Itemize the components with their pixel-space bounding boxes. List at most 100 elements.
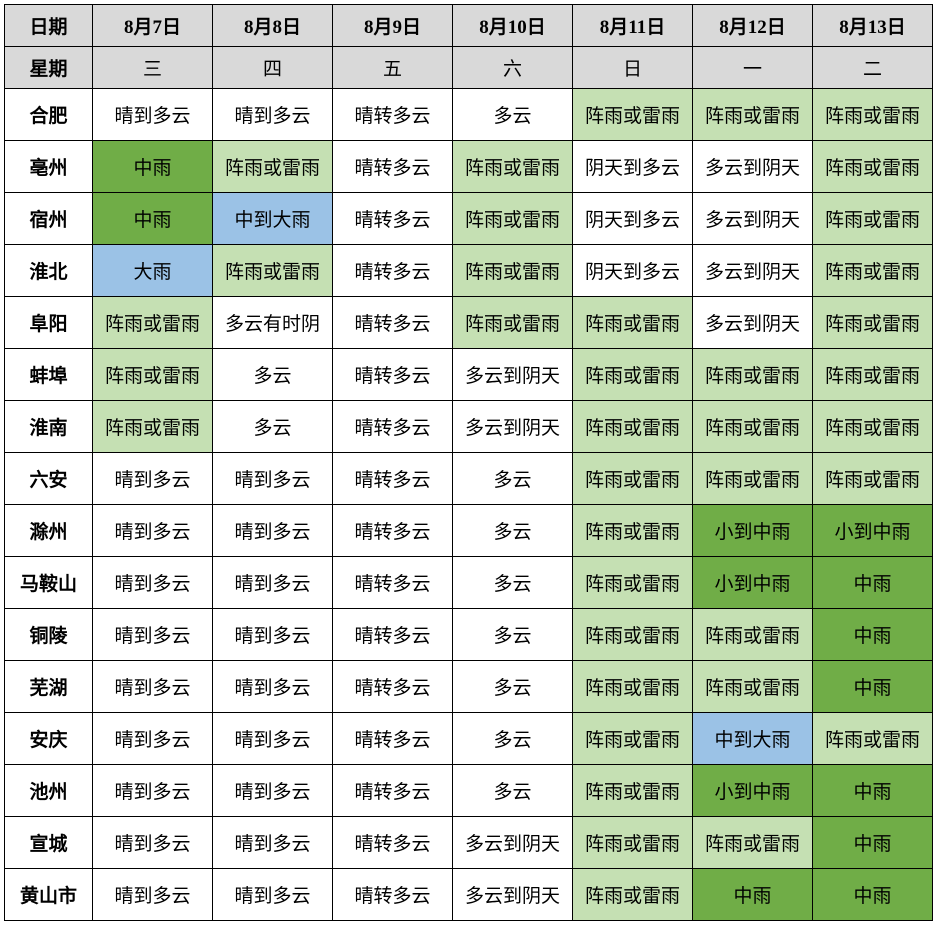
weather-cell: 晴到多云 xyxy=(93,453,213,505)
weather-cell: 中到大雨 xyxy=(213,193,333,245)
weather-cell: 阵雨或雷雨 xyxy=(693,609,813,661)
table-row: 淮南阵雨或雷雨多云晴转多云多云到阴天阵雨或雷雨阵雨或雷雨阵雨或雷雨 xyxy=(5,401,933,453)
weather-cell: 晴转多云 xyxy=(333,349,453,401)
date-col-2: 8月9日 xyxy=(333,5,453,47)
weather-cell: 阵雨或雷雨 xyxy=(453,193,573,245)
city-label: 芜湖 xyxy=(5,661,93,713)
weather-cell: 中雨 xyxy=(93,141,213,193)
weather-cell: 晴转多云 xyxy=(333,193,453,245)
table-row: 安庆晴到多云晴到多云晴转多云多云阵雨或雷雨中到大雨阵雨或雷雨 xyxy=(5,713,933,765)
weather-cell: 晴到多云 xyxy=(213,661,333,713)
weather-cell: 阵雨或雷雨 xyxy=(213,245,333,297)
weather-cell: 晴转多云 xyxy=(333,297,453,349)
weather-cell: 晴到多云 xyxy=(93,557,213,609)
weather-cell: 晴到多云 xyxy=(213,609,333,661)
weather-cell: 阵雨或雷雨 xyxy=(453,297,573,349)
date-col-1: 8月8日 xyxy=(213,5,333,47)
weather-cell: 多云到阴天 xyxy=(693,245,813,297)
weather-cell: 阵雨或雷雨 xyxy=(813,401,933,453)
city-label: 亳州 xyxy=(5,141,93,193)
weather-cell: 阵雨或雷雨 xyxy=(813,141,933,193)
weather-cell: 阴天到多云 xyxy=(573,141,693,193)
weather-cell: 阵雨或雷雨 xyxy=(813,89,933,141)
date-label: 日期 xyxy=(5,5,93,47)
weather-cell: 中雨 xyxy=(813,765,933,817)
city-label: 滁州 xyxy=(5,505,93,557)
date-col-6: 8月13日 xyxy=(813,5,933,47)
weekday-col-4: 日 xyxy=(573,47,693,89)
weather-cell: 多云 xyxy=(453,661,573,713)
weather-cell: 阵雨或雷雨 xyxy=(693,349,813,401)
weather-cell: 多云 xyxy=(453,505,573,557)
table-row: 黄山市晴到多云晴到多云晴转多云多云到阴天阵雨或雷雨中雨中雨 xyxy=(5,869,933,921)
weekday-col-5: 一 xyxy=(693,47,813,89)
weather-cell: 晴到多云 xyxy=(213,817,333,869)
city-label: 宿州 xyxy=(5,193,93,245)
weekday-col-6: 二 xyxy=(813,47,933,89)
weather-cell: 阵雨或雷雨 xyxy=(573,869,693,921)
weather-cell: 多云 xyxy=(453,713,573,765)
weekday-col-0: 三 xyxy=(93,47,213,89)
city-label: 安庆 xyxy=(5,713,93,765)
weather-cell: 阵雨或雷雨 xyxy=(693,453,813,505)
table-row: 阜阳阵雨或雷雨多云有时阴晴转多云阵雨或雷雨阵雨或雷雨多云到阴天阵雨或雷雨 xyxy=(5,297,933,349)
weather-cell: 阵雨或雷雨 xyxy=(573,297,693,349)
city-label: 马鞍山 xyxy=(5,557,93,609)
date-col-3: 8月10日 xyxy=(453,5,573,47)
weather-cell: 晴转多云 xyxy=(333,245,453,297)
weather-cell: 中雨 xyxy=(813,869,933,921)
weather-cell: 多云 xyxy=(213,401,333,453)
weather-cell: 晴到多云 xyxy=(93,765,213,817)
weather-cell: 阵雨或雷雨 xyxy=(813,193,933,245)
weather-cell: 小到中雨 xyxy=(813,505,933,557)
table-row: 宣城晴到多云晴到多云晴转多云多云到阴天阵雨或雷雨阵雨或雷雨中雨 xyxy=(5,817,933,869)
date-header-row: 日期 8月7日 8月8日 8月9日 8月10日 8月11日 8月12日 8月13… xyxy=(5,5,933,47)
weather-cell: 阵雨或雷雨 xyxy=(573,401,693,453)
weather-cell: 晴转多云 xyxy=(333,869,453,921)
weather-cell: 阵雨或雷雨 xyxy=(813,453,933,505)
weather-cell: 阵雨或雷雨 xyxy=(573,765,693,817)
weather-cell: 多云到阴天 xyxy=(693,193,813,245)
weather-cell: 小到中雨 xyxy=(693,765,813,817)
weather-cell: 阵雨或雷雨 xyxy=(813,713,933,765)
table-row: 宿州中雨中到大雨晴转多云阵雨或雷雨阴天到多云多云到阴天阵雨或雷雨 xyxy=(5,193,933,245)
weather-cell: 晴到多云 xyxy=(93,505,213,557)
weather-cell: 阵雨或雷雨 xyxy=(573,609,693,661)
weekday-label: 星期 xyxy=(5,47,93,89)
weather-cell: 阵雨或雷雨 xyxy=(693,401,813,453)
date-col-4: 8月11日 xyxy=(573,5,693,47)
weather-cell: 晴到多云 xyxy=(213,765,333,817)
weekday-header-row: 星期 三 四 五 六 日 一 二 xyxy=(5,47,933,89)
weekday-col-1: 四 xyxy=(213,47,333,89)
date-col-0: 8月7日 xyxy=(93,5,213,47)
weather-cell: 晴转多云 xyxy=(333,89,453,141)
table-row: 池州晴到多云晴到多云晴转多云多云阵雨或雷雨小到中雨中雨 xyxy=(5,765,933,817)
weather-cell: 阵雨或雷雨 xyxy=(813,297,933,349)
weather-cell: 多云 xyxy=(453,765,573,817)
weather-cell: 晴到多云 xyxy=(93,869,213,921)
city-label: 蚌埠 xyxy=(5,349,93,401)
weather-cell: 多云 xyxy=(213,349,333,401)
weather-cell: 多云 xyxy=(453,89,573,141)
table-row: 马鞍山晴到多云晴到多云晴转多云多云阵雨或雷雨小到中雨中雨 xyxy=(5,557,933,609)
weather-cell: 多云 xyxy=(453,609,573,661)
weather-cell: 小到中雨 xyxy=(693,505,813,557)
city-label: 黄山市 xyxy=(5,869,93,921)
weather-cell: 中雨 xyxy=(93,193,213,245)
weather-cell: 阴天到多云 xyxy=(573,193,693,245)
weather-cell: 晴转多云 xyxy=(333,401,453,453)
weather-cell: 中雨 xyxy=(693,869,813,921)
weather-cell: 晴到多云 xyxy=(93,713,213,765)
weather-cell: 晴到多云 xyxy=(93,609,213,661)
weather-cell: 阵雨或雷雨 xyxy=(573,817,693,869)
weather-cell: 晴到多云 xyxy=(213,505,333,557)
weather-cell: 晴到多云 xyxy=(93,661,213,713)
weather-cell: 多云到阴天 xyxy=(453,349,573,401)
weather-cell: 阵雨或雷雨 xyxy=(813,245,933,297)
weather-cell: 阵雨或雷雨 xyxy=(573,661,693,713)
weather-cell: 阵雨或雷雨 xyxy=(693,89,813,141)
weather-cell: 阵雨或雷雨 xyxy=(573,505,693,557)
weekday-col-2: 五 xyxy=(333,47,453,89)
weather-cell: 晴转多云 xyxy=(333,453,453,505)
weather-cell: 阵雨或雷雨 xyxy=(213,141,333,193)
